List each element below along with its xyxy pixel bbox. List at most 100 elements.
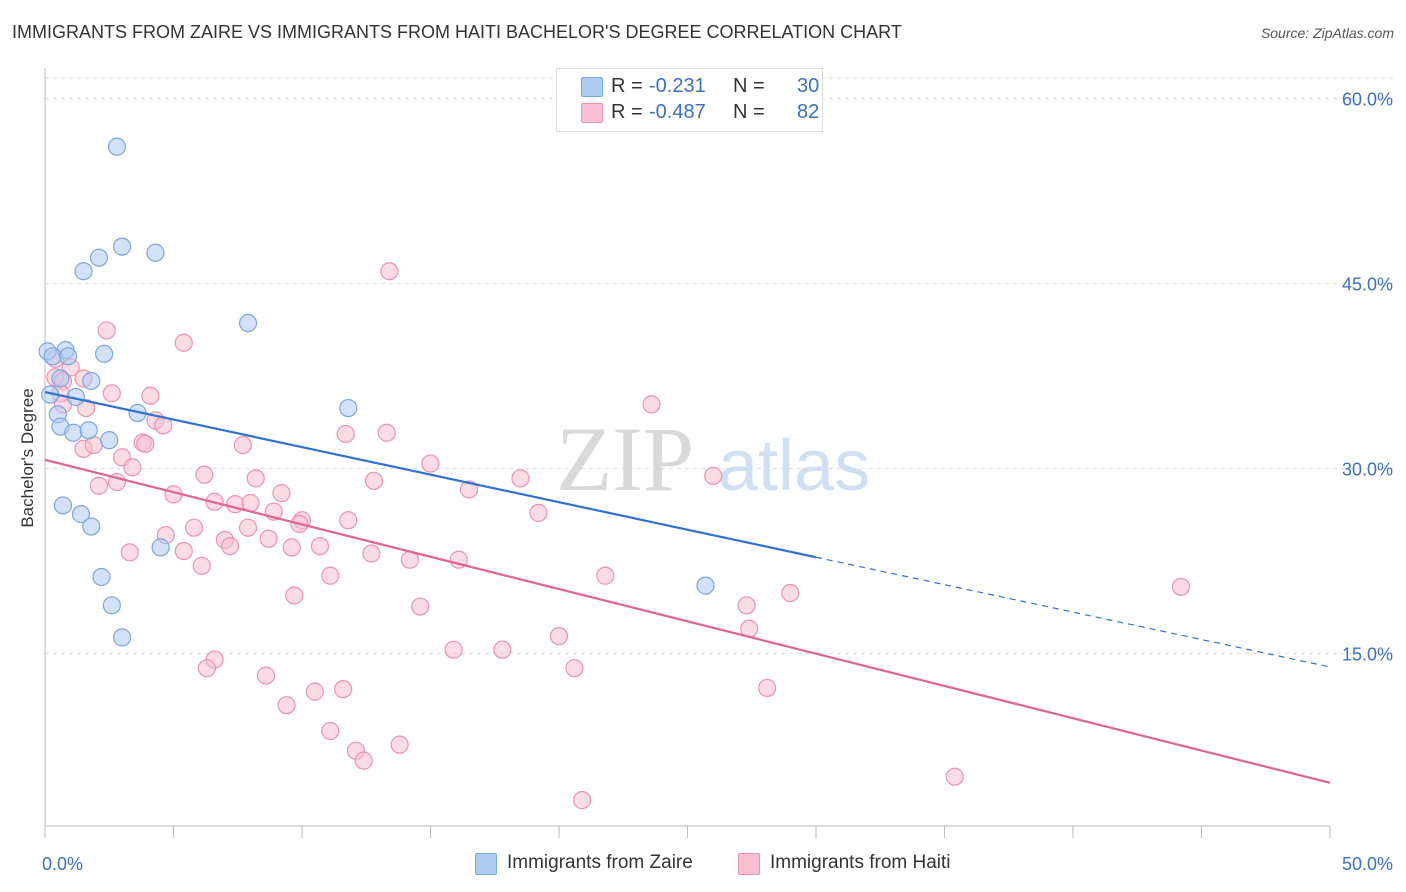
haiti-point (238, 518, 258, 537)
haiti-point (272, 484, 291, 503)
zaire-point (53, 496, 73, 515)
zaire-point (95, 344, 114, 363)
haiti-point (120, 543, 139, 562)
legend-zaire-swatch (475, 853, 497, 875)
haiti-point (321, 566, 340, 585)
haiti-point (184, 518, 204, 537)
zaire-point (92, 567, 111, 587)
haiti-point (336, 424, 355, 444)
series-zaire (38, 137, 715, 647)
haiti-point (174, 541, 193, 561)
haiti-point (97, 321, 116, 340)
watermark-atlas: atlas (718, 426, 870, 506)
zaire-point (64, 423, 83, 442)
tick-labels: 15.0% 30.0% 45.0% 60.0% 0.0% 50.0% (42, 90, 1393, 874)
haiti-point (282, 538, 301, 557)
haiti-point (256, 666, 276, 685)
haiti-point (377, 423, 396, 442)
y-tick-label: 15.0% (1342, 644, 1393, 664)
haiti-point (277, 696, 296, 715)
zaire-point (74, 262, 93, 281)
haiti-n-value: 82 (797, 101, 820, 123)
haiti-point (102, 384, 121, 403)
trend-lines (44, 390, 1331, 784)
haiti-point (197, 659, 217, 678)
zaire-point (146, 243, 165, 262)
haiti-point (77, 398, 96, 418)
haiti-point (945, 767, 964, 786)
y-tick-label: 60.0% (1342, 90, 1393, 110)
zaire-point (100, 431, 119, 450)
haiti-point (565, 659, 584, 678)
zaire-point (59, 347, 78, 366)
zaire-r-value: -0.231 (649, 75, 706, 97)
haiti-point (310, 537, 330, 556)
zaire-trend-extension (815, 556, 1331, 668)
haiti-point (89, 476, 109, 495)
zaire-n-value: 30 (797, 75, 820, 97)
haiti-point (704, 466, 723, 485)
x-tick-label: 0.0% (42, 854, 83, 874)
zaire-point (339, 398, 358, 418)
zaire-n-label: N = (733, 75, 765, 97)
haiti-point (737, 596, 756, 615)
zaire-point (696, 576, 715, 595)
haiti-point (390, 735, 409, 754)
haiti-point (285, 586, 304, 605)
haiti-point (529, 503, 548, 522)
legend-zaire-label: Immigrants from Zaire (507, 852, 693, 873)
zaire-point (107, 137, 127, 156)
haiti-point (596, 566, 615, 585)
haiti-point (259, 529, 278, 548)
y-tick-label: 45.0% (1342, 275, 1393, 295)
haiti-n-label: N = (733, 101, 765, 123)
haiti-point (136, 434, 155, 453)
series-haiti (46, 262, 1191, 810)
haiti-swatch (581, 103, 603, 123)
haiti-point (220, 537, 240, 556)
haiti-point (493, 640, 512, 659)
zaire-point (151, 538, 170, 557)
haiti-point (354, 751, 373, 770)
haiti-point (195, 465, 214, 484)
axes (44, 68, 1331, 838)
haiti-point (444, 640, 463, 659)
haiti-r-value: -0.487 (649, 101, 706, 123)
haiti-point (1171, 577, 1191, 596)
haiti-point (573, 791, 592, 810)
haiti-point (246, 469, 265, 488)
legend-haiti-swatch (738, 853, 760, 875)
zaire-point (112, 628, 132, 647)
haiti-point (233, 435, 252, 455)
y-axis-label: Bachelor's Degree (18, 388, 37, 527)
haiti-point (459, 480, 479, 499)
haiti-point (758, 678, 777, 698)
zaire-r-label: R = (611, 75, 643, 97)
zaire-point (89, 248, 109, 267)
zaire-point (43, 347, 62, 366)
haiti-point (362, 544, 381, 563)
zaire-point (238, 313, 258, 333)
haiti-trend-line (44, 458, 1331, 784)
haiti-point (174, 333, 193, 352)
haiti-r-label: R = (611, 101, 643, 123)
y-tick-label: 30.0% (1342, 459, 1393, 479)
haiti-point (511, 469, 530, 488)
zaire-point (112, 237, 132, 256)
haiti-point (781, 583, 800, 603)
x-tick-label: 50.0% (1342, 854, 1393, 874)
zaire-point (51, 369, 70, 388)
zaire-point (82, 517, 101, 536)
haiti-point (334, 680, 353, 699)
haiti-point (421, 454, 440, 473)
haiti-point (305, 682, 324, 701)
haiti-point (321, 721, 340, 741)
zaire-swatch (581, 77, 603, 97)
haiti-point (380, 262, 399, 281)
haiti-point (642, 395, 661, 414)
zaire-point (71, 505, 91, 524)
haiti-point (411, 597, 430, 616)
zaire-point (82, 371, 101, 391)
haiti-point (339, 511, 358, 530)
